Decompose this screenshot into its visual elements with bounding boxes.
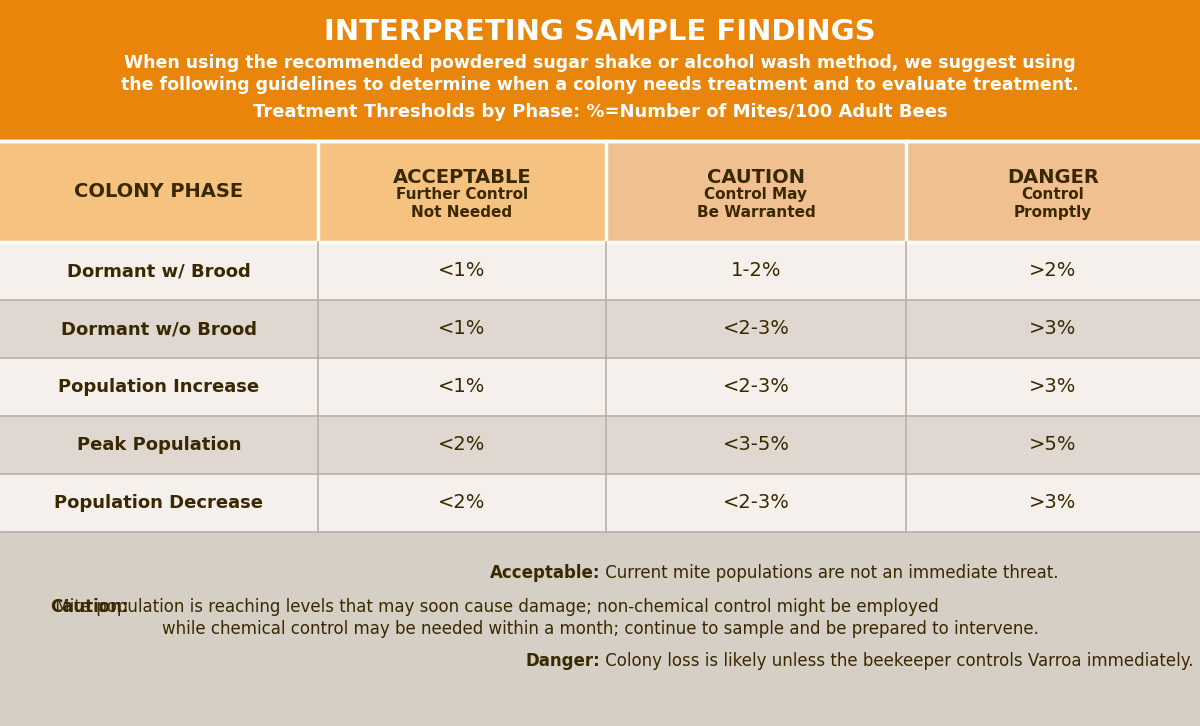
Text: <2%: <2% — [438, 494, 486, 513]
Text: Further Control
Not Needed: Further Control Not Needed — [396, 187, 528, 220]
Text: Acceptable:: Acceptable: — [490, 564, 600, 582]
Text: Population Decrease: Population Decrease — [54, 494, 264, 512]
Text: >3%: >3% — [1030, 378, 1076, 396]
Bar — [906, 141, 1200, 242]
Text: <2-3%: <2-3% — [722, 378, 790, 396]
Text: Current mite populations are not an immediate threat.: Current mite populations are not an imme… — [600, 564, 1058, 582]
Bar — [0, 358, 1200, 416]
Bar — [0, 300, 1200, 358]
Text: >5%: >5% — [1030, 436, 1076, 454]
Text: Caution:: Caution: — [50, 598, 128, 616]
Text: <1%: <1% — [438, 261, 486, 280]
Bar — [0, 532, 1200, 726]
Text: Control
Promptly: Control Promptly — [1014, 187, 1092, 220]
Text: Mite population is reaching levels that may soon cause damage; non-chemical cont: Mite population is reaching levels that … — [50, 598, 938, 616]
Text: while chemical control may be needed within a month; continue to sample and be p: while chemical control may be needed wit… — [162, 620, 1038, 638]
Bar — [0, 416, 1200, 474]
Bar — [0, 141, 318, 242]
Text: <2-3%: <2-3% — [722, 319, 790, 338]
Bar — [0, 474, 1200, 532]
Text: 1-2%: 1-2% — [731, 261, 781, 280]
Bar — [0, 0, 1200, 141]
Text: Dormant w/o Brood: Dormant w/o Brood — [61, 320, 257, 338]
Text: the following guidelines to determine when a colony needs treatment and to evalu: the following guidelines to determine wh… — [121, 76, 1079, 94]
Bar — [0, 242, 1200, 300]
Text: Population Increase: Population Increase — [59, 378, 259, 396]
Text: Dormant w/ Brood: Dormant w/ Brood — [67, 262, 251, 280]
Text: Control May
Be Warranted: Control May Be Warranted — [697, 187, 815, 220]
Text: CAUTION: CAUTION — [707, 168, 805, 187]
Text: <1%: <1% — [438, 378, 486, 396]
Text: <2%: <2% — [438, 436, 486, 454]
Text: <1%: <1% — [438, 319, 486, 338]
Text: INTERPRETING SAMPLE FINDINGS: INTERPRETING SAMPLE FINDINGS — [324, 18, 876, 46]
Text: When using the recommended powdered sugar shake or alcohol wash method, we sugge: When using the recommended powdered suga… — [124, 54, 1076, 72]
Text: >2%: >2% — [1030, 261, 1076, 280]
Bar — [606, 141, 906, 242]
Text: Treatment Thresholds by Phase: %=Number of Mites/100 Adult Bees: Treatment Thresholds by Phase: %=Number … — [253, 103, 947, 121]
Text: <3-5%: <3-5% — [722, 436, 790, 454]
Text: <2-3%: <2-3% — [722, 494, 790, 513]
Text: >3%: >3% — [1030, 494, 1076, 513]
Bar — [318, 141, 606, 242]
Text: Peak Population: Peak Population — [77, 436, 241, 454]
Text: Colony loss is likely unless the beekeeper controls Varroa immediately.: Colony loss is likely unless the beekeep… — [600, 652, 1194, 670]
Text: COLONY PHASE: COLONY PHASE — [74, 182, 244, 201]
Text: Danger:: Danger: — [526, 652, 600, 670]
Text: ACCEPTABLE: ACCEPTABLE — [392, 168, 532, 187]
Text: DANGER: DANGER — [1007, 168, 1099, 187]
Text: >3%: >3% — [1030, 319, 1076, 338]
